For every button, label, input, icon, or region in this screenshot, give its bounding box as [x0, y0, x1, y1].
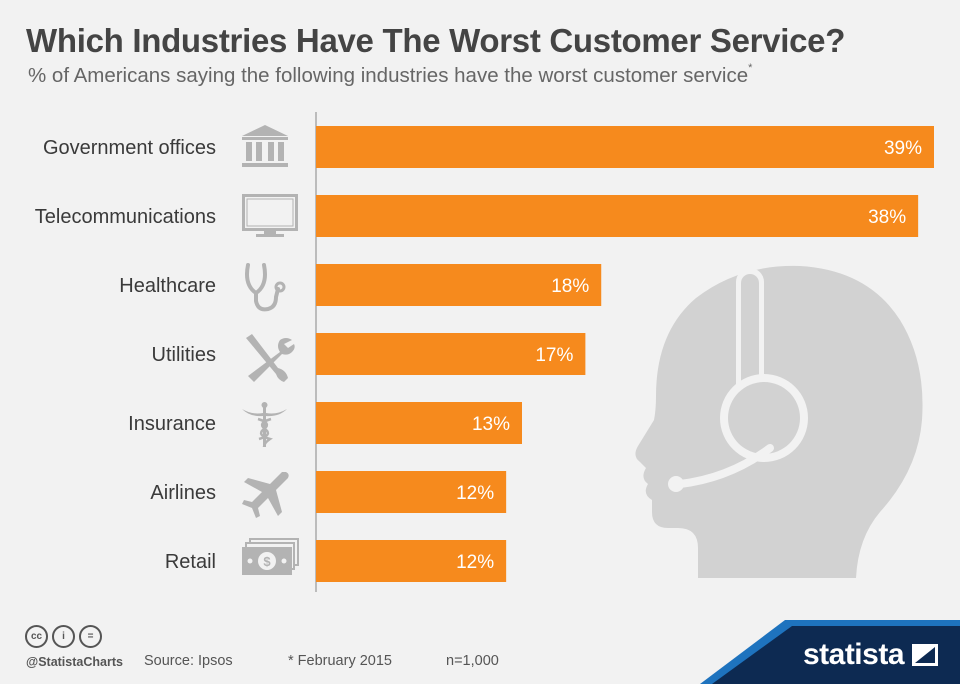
bar[interactable]: [316, 540, 507, 582]
value-label: 18%: [551, 276, 589, 297]
value-label: 12%: [456, 552, 494, 573]
monitor-icon: [242, 194, 298, 239]
value-label: 17%: [535, 345, 573, 366]
headset-silhouette-icon: [635, 265, 923, 578]
category-label: Retail: [165, 551, 216, 573]
bar[interactable]: [316, 333, 586, 375]
subtitle-text: % of Americans saying the following indu…: [28, 64, 749, 87]
chart-subtitle: % of Americans saying the following indu…: [28, 62, 753, 88]
bar[interactable]: [316, 402, 522, 444]
bar[interactable]: [316, 195, 919, 237]
category-label: Telecommunications: [35, 206, 216, 228]
subtitle-footnote-marker: *: [748, 62, 753, 74]
brand-band: [712, 626, 960, 684]
bar[interactable]: [316, 264, 602, 306]
chart-title: Which Industries Have The Worst Customer…: [26, 22, 846, 59]
value-label: 12%: [456, 483, 494, 504]
category-label: Insurance: [128, 413, 216, 435]
category-label: Airlines: [150, 482, 216, 504]
category-label: Government offices: [43, 137, 216, 159]
category-label: Utilities: [152, 344, 216, 366]
caduceus-icon: [240, 400, 289, 449]
category-label: Healthcare: [119, 275, 216, 297]
bar[interactable]: [316, 471, 507, 513]
government-building-icon: [242, 125, 288, 167]
airplane-icon: [242, 472, 289, 518]
money-icon: [241, 538, 299, 576]
bar[interactable]: [316, 126, 934, 168]
tools-icon: [246, 334, 295, 382]
stethoscope-icon: [245, 263, 286, 312]
value-label: 13%: [472, 414, 510, 435]
value-label: 38%: [868, 207, 906, 228]
value-label: 39%: [884, 138, 922, 159]
